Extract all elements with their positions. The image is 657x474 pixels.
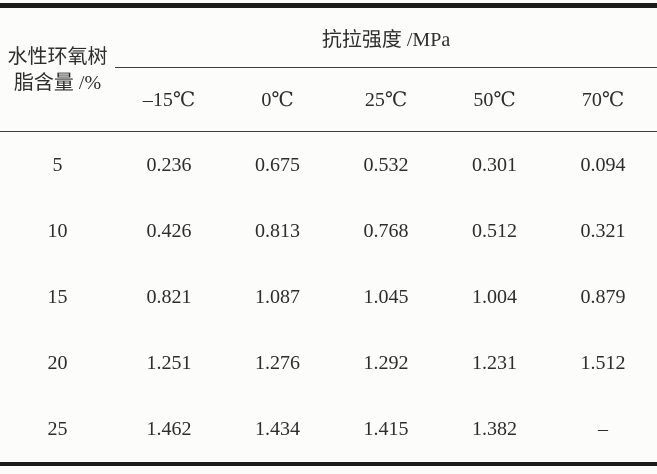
- table-cell: 1.434: [255, 417, 300, 440]
- row-header-title: 水性环氧树 脂含量 /%: [0, 5, 115, 132]
- tensile-strength-table: 水性环氧树 脂含量 /% 抗拉强度 /MPa –15℃ 0℃ 25℃ 50℃ 7…: [0, 3, 657, 466]
- column-header-temp-25: 25℃: [332, 67, 440, 132]
- table-cell: 0.768: [363, 219, 409, 242]
- column-header-temp-0: 0℃: [223, 67, 332, 132]
- table-cell: 0.813: [255, 219, 300, 242]
- table-cell: 0.532: [363, 153, 409, 176]
- row-label: 25: [47, 417, 68, 440]
- table-cell: –: [598, 417, 609, 440]
- table-cell: 0.675: [255, 153, 300, 176]
- table-row: 25 1.462 1.434 1.415 1.382 –: [0, 396, 657, 464]
- span-header-tensile-strength: 抗拉强度 /MPa: [115, 5, 657, 68]
- row-header-line1: 水性环氧树: [7, 45, 108, 68]
- table-row: 10 0.426 0.813 0.768 0.512 0.321: [0, 198, 657, 264]
- row-header-line2: 脂含量 /%: [13, 71, 102, 94]
- table-cell: 1.512: [580, 351, 626, 374]
- table-cell: 0.426: [146, 219, 192, 242]
- table-row: 5 0.236 0.675 0.532 0.301 0.094: [0, 132, 657, 199]
- table-cell: 1.004: [472, 285, 517, 308]
- table-cell: 1.045: [363, 285, 409, 308]
- table-cell: 1.462: [146, 417, 192, 440]
- table-cell: 1.292: [363, 351, 409, 374]
- table-cell: 0.301: [472, 153, 517, 176]
- table-cell: 1.251: [146, 351, 192, 374]
- table-header-row-temperatures: –15℃ 0℃ 25℃ 50℃ 70℃: [0, 67, 657, 132]
- table-cell: 1.382: [472, 417, 517, 440]
- column-header-temp-50: 50℃: [440, 67, 549, 132]
- table-cell: 0.879: [580, 285, 626, 308]
- row-label: 20: [47, 351, 68, 374]
- table-cell: 1.276: [255, 351, 300, 374]
- table-cell: 0.512: [472, 219, 517, 242]
- table-row: 20 1.251 1.276 1.292 1.231 1.512: [0, 330, 657, 396]
- row-label: 5: [52, 153, 63, 176]
- row-label: 15: [47, 285, 68, 308]
- table-cell: 1.087: [255, 285, 300, 308]
- table-cell: 0.821: [146, 285, 192, 308]
- column-header-temp-minus15: –15℃: [115, 67, 223, 132]
- table-cell: 0.094: [580, 153, 626, 176]
- table-cell: 0.321: [580, 219, 626, 242]
- table-cell: 0.236: [146, 153, 192, 176]
- column-header-temp-70: 70℃: [549, 67, 657, 132]
- table-cell: 1.415: [363, 417, 409, 440]
- table-cell: 1.231: [472, 351, 517, 374]
- table-header-row-top: 水性环氧树 脂含量 /% 抗拉强度 /MPa: [0, 5, 657, 132]
- table-row: 15 0.821 1.087 1.045 1.004 0.879: [0, 264, 657, 330]
- row-label: 10: [47, 219, 68, 242]
